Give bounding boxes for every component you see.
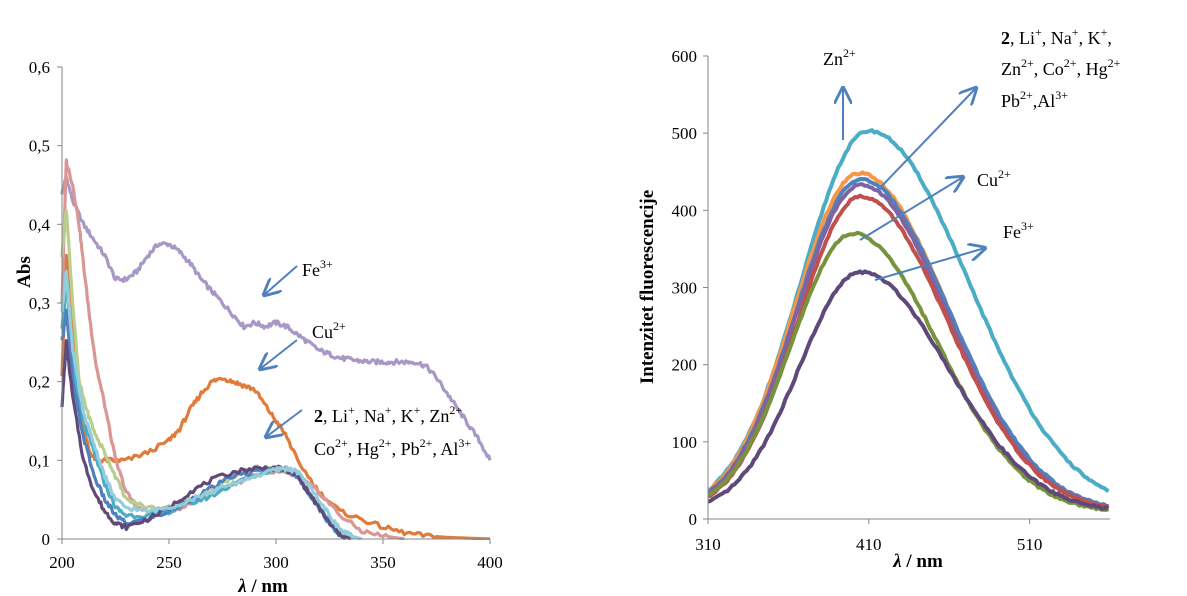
right-y-tick-label: 600 bbox=[672, 47, 698, 66]
left-group-arrow bbox=[266, 409, 303, 437]
right-cu-label: Cu2+ bbox=[977, 167, 1011, 190]
left-cu-arrow bbox=[260, 339, 298, 369]
absorbance-series-line bbox=[60, 253, 491, 540]
absorbance-series-line bbox=[60, 339, 352, 540]
absorbance-series-line bbox=[60, 308, 352, 540]
fluorescence-chart: 0 100 200 300 400 500 600 310 410 510 Intenzitet… bbox=[637, 25, 1121, 572]
left-y-tick-label: 0,3 bbox=[29, 294, 50, 313]
left-x-tick-label: 350 bbox=[370, 553, 396, 572]
left-y-ticks: 0 0,1 0,2 0,3 0,4 0,5 0,6 bbox=[29, 58, 62, 549]
right-x-tick-label: 310 bbox=[695, 535, 721, 554]
right-y-tick-label: 400 bbox=[672, 201, 698, 220]
right-cu-arrow bbox=[859, 177, 963, 241]
left-cu-label: Cu2+ bbox=[312, 319, 346, 342]
fluorescence-series-line bbox=[708, 193, 1110, 509]
left-x-tick-label: 400 bbox=[477, 553, 503, 572]
right-fe-arrow bbox=[874, 248, 985, 281]
right-y-tick-label: 100 bbox=[672, 433, 698, 452]
absorbance-series-group bbox=[60, 158, 492, 540]
fluorescence-series-line bbox=[708, 182, 1109, 510]
left-fe-label: Fe3+ bbox=[302, 257, 333, 280]
right-x-tick-label: 510 bbox=[1017, 535, 1043, 554]
left-x-ticks: 200 250 300 350 400 bbox=[49, 539, 503, 572]
right-fe-label: Fe3+ bbox=[1003, 219, 1034, 242]
left-x-tick-label: 250 bbox=[156, 553, 182, 572]
left-x-axis-title: λ / nm bbox=[237, 576, 288, 596]
right-group-label-line3: Pb2+,Al3+ bbox=[1001, 88, 1068, 111]
left-group-label-clip: 2, Li+, Na+, K+, Zn2+ Co2+, Hg2+, Pb2+, … bbox=[314, 403, 471, 459]
left-x-tick-label: 200 bbox=[49, 553, 75, 572]
left-y-axis-title: Abs bbox=[14, 256, 35, 288]
right-x-tick-label: 410 bbox=[856, 535, 882, 554]
right-group-arrow bbox=[877, 88, 976, 191]
left-y-tick-label: 0,2 bbox=[29, 373, 50, 392]
right-y-tick-label: 0 bbox=[689, 510, 698, 529]
fluorescence-series-group bbox=[708, 128, 1110, 512]
right-y-ticks: 0 100 200 300 400 500 600 bbox=[672, 47, 708, 529]
fluorescence-series-line bbox=[708, 269, 1110, 511]
right-y-tick-label: 300 bbox=[672, 279, 698, 298]
left-group-label-line2: Co2+, Hg2+, Pb2+, Al3+ bbox=[314, 436, 471, 459]
right-zn-label: Zn2+ bbox=[823, 46, 856, 69]
right-group-label-line2: Zn2+, Co2+, Hg2+ bbox=[1001, 56, 1121, 79]
left-y-tick-label: 0,4 bbox=[29, 215, 51, 234]
left-x-tick-label: 300 bbox=[263, 553, 289, 572]
right-y-tick-label: 500 bbox=[672, 124, 698, 143]
right-y-axis-title: Intenzitet fluorescencije bbox=[637, 190, 658, 384]
fluorescence-series-line bbox=[708, 230, 1110, 512]
absorbance-series-line bbox=[60, 175, 492, 461]
right-x-ticks: 310 410 510 bbox=[695, 519, 1042, 554]
left-group-label-line1: 2, Li+, Na+, K+, Zn2+ bbox=[314, 403, 462, 426]
absorbance-chart: 00,10,20,30,40,50,6 200 250 300 350 400 Abs … bbox=[14, 58, 503, 596]
left-y-tick-label: 0,1 bbox=[29, 451, 50, 470]
left-fe-arrow bbox=[264, 265, 298, 295]
right-y-tick-label: 200 bbox=[672, 356, 698, 375]
left-y-tick-label: 0,5 bbox=[29, 137, 50, 156]
right-group-label-line1: 2, Li+, Na+, K+, bbox=[1001, 25, 1112, 48]
left-y-tick-label: 0,6 bbox=[29, 58, 50, 77]
absorbance-series-line bbox=[60, 269, 363, 540]
left-y-tick-label: 0 bbox=[42, 530, 51, 549]
right-x-axis-title: λ / nm bbox=[892, 551, 943, 572]
